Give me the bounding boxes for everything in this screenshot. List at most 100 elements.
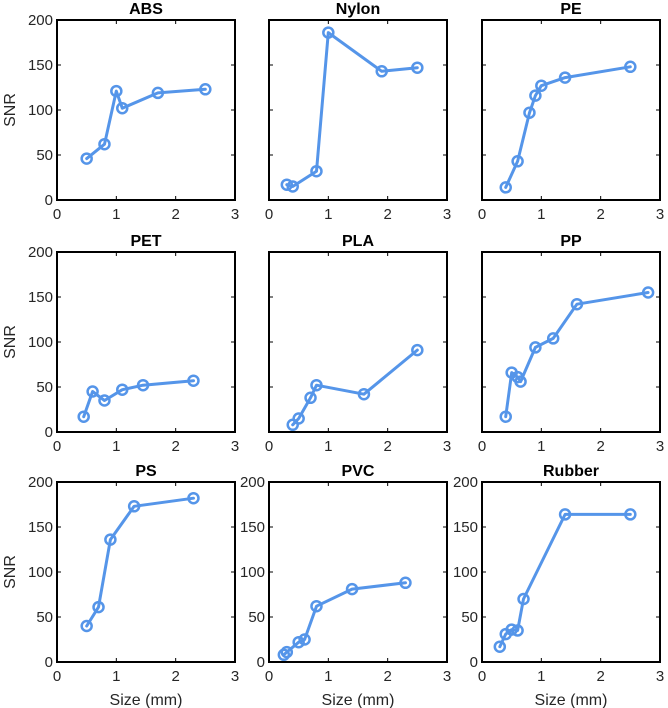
data-point <box>310 164 323 178</box>
data-point <box>86 385 99 398</box>
x-tick-label: 3 <box>656 668 664 685</box>
data-point <box>517 592 530 606</box>
data-point <box>322 26 335 39</box>
data-point <box>298 633 311 646</box>
x-tick-label: 0 <box>265 668 273 685</box>
y-tick-label: 150 <box>28 519 53 536</box>
y-axis-label: SNR <box>2 555 19 589</box>
x-tick-label: 1 <box>324 668 332 685</box>
x-tick-label: 1 <box>112 668 120 685</box>
series-line <box>504 65 632 189</box>
data-point <box>98 394 111 407</box>
y-tick-label: 100 <box>28 334 53 351</box>
x-tick-label: 1 <box>537 206 545 223</box>
data-point <box>345 582 359 596</box>
y-tick-label: 0 <box>45 654 53 671</box>
data-point <box>104 533 117 546</box>
x-tick-label: 3 <box>443 438 451 455</box>
y-tick-label: 50 <box>36 379 53 396</box>
axes-frame <box>56 251 236 433</box>
data-point <box>399 576 412 590</box>
x-tick-label: 0 <box>478 668 486 685</box>
data-point <box>187 374 200 387</box>
y-tick-label: 50 <box>36 609 53 626</box>
y-tick-label: 200 <box>453 474 478 491</box>
panel-title: PP <box>560 233 582 250</box>
data-point <box>310 599 323 613</box>
axes-frame <box>268 251 448 433</box>
panel-title: Nylon <box>336 1 380 18</box>
x-tick-label: 3 <box>443 668 451 685</box>
x-tick-label: 3 <box>231 668 239 685</box>
data-point <box>535 79 548 92</box>
data-point <box>514 375 527 388</box>
y-tick-label: 150 <box>28 289 53 306</box>
x-tick-label: 1 <box>537 668 545 685</box>
data-point <box>558 508 572 521</box>
x-tick-label: 3 <box>656 438 664 455</box>
y-tick-label: 100 <box>28 102 53 119</box>
data-point <box>529 341 542 354</box>
panel-pe: PE 0 1 2 3 <box>478 1 664 223</box>
data-point <box>310 378 323 392</box>
y-axis-label: SNR <box>2 93 19 127</box>
panel-abs: ABS 0 1 2 3 0 50 100 150 200 SNR <box>2 1 239 223</box>
x-tick-label: 1 <box>324 438 332 455</box>
y-tick-label: 100 <box>240 564 265 581</box>
panel-nylon: Nylon 0 1 2 3 <box>265 1 451 223</box>
series-line <box>285 31 419 188</box>
data-point <box>411 343 424 357</box>
y-tick-label: 0 <box>257 654 265 671</box>
x-tick-label: 2 <box>596 206 604 223</box>
panel-pla: PLA 0 1 2 3 <box>265 233 451 455</box>
y-tick-label: 0 <box>45 192 53 209</box>
x-axis-label: Size (mm) <box>535 692 608 708</box>
x-axis-label: Size (mm) <box>110 692 183 708</box>
data-point <box>499 181 512 194</box>
axes-frame <box>268 19 448 201</box>
x-tick-label: 2 <box>596 668 604 685</box>
y-tick-label: 150 <box>453 519 478 536</box>
x-axis-label: Size (mm) <box>322 692 395 708</box>
panel-ps: PS 0 1 2 3 0 50 100 150 200 SNR Size (mm) <box>2 463 239 708</box>
data-point <box>505 623 518 636</box>
data-point <box>641 286 655 299</box>
data-point <box>187 491 200 505</box>
y-tick-label: 150 <box>240 519 265 536</box>
axes-frame <box>268 481 448 663</box>
data-point <box>357 387 371 401</box>
x-tick-label: 3 <box>443 206 451 223</box>
data-point <box>116 101 129 115</box>
data-point <box>304 391 317 405</box>
data-point <box>98 137 111 151</box>
data-point <box>77 410 90 423</box>
panel-pvc: PVC 0 1 2 3 0 50 100 150 200 Size (mm) <box>240 463 451 708</box>
panel-title: PS <box>135 463 157 480</box>
x-tick-label: 1 <box>112 438 120 455</box>
data-point <box>136 378 150 392</box>
data-point <box>499 410 512 423</box>
y-tick-label: 100 <box>453 564 478 581</box>
data-point <box>375 65 388 78</box>
data-point <box>280 645 294 659</box>
y-tick-label: 200 <box>28 474 53 491</box>
data-point <box>511 155 524 168</box>
axes-frame <box>56 481 236 663</box>
panel-pet: PET 0 1 2 3 0 50 100 150 200 SNR <box>2 233 239 455</box>
x-tick-label: 0 <box>265 438 273 455</box>
x-tick-label: 0 <box>53 668 61 685</box>
x-tick-label: 2 <box>171 438 179 455</box>
series-line <box>85 496 195 628</box>
x-tick-label: 0 <box>53 206 61 223</box>
x-tick-label: 3 <box>231 206 239 223</box>
data-point <box>151 86 165 100</box>
data-point <box>280 178 294 191</box>
y-tick-label: 0 <box>470 654 478 671</box>
data-point <box>493 640 507 653</box>
x-tick-label: 0 <box>53 438 61 455</box>
y-tick-label: 0 <box>45 424 53 441</box>
panel-title: ABS <box>129 1 163 18</box>
x-tick-label: 0 <box>478 206 486 223</box>
x-tick-label: 1 <box>112 206 120 223</box>
panel-rubber: Rubber 0 1 2 3 0 50 100 150 200 Size (mm) <box>453 463 664 708</box>
